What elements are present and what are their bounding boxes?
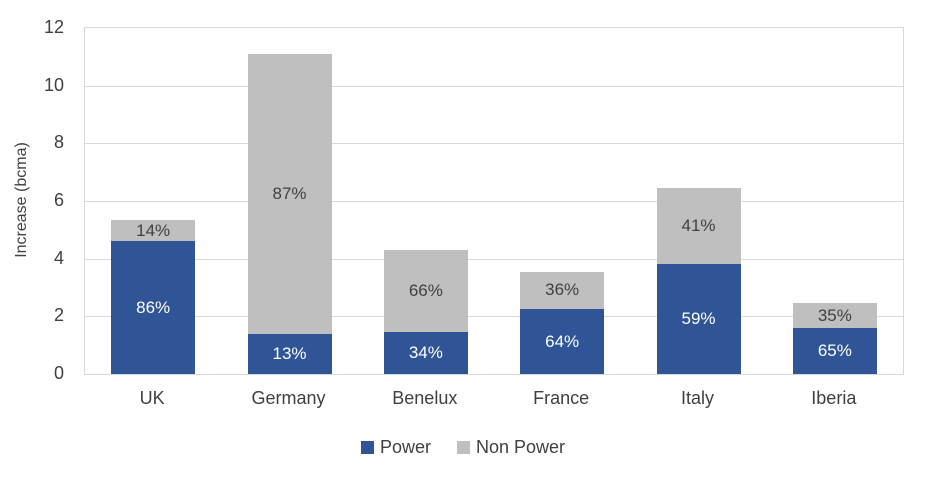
bar-segment-power: 86% [111,241,196,374]
y-tick-label: 2 [53,305,64,326]
bar-segment-non-power: 66% [383,250,468,333]
x-axis-category-label: France [533,388,590,408]
legend-swatch-non-power [456,441,470,454]
gridline [85,85,903,87]
gridline [85,258,903,260]
y-tick-label: 8 [53,132,64,153]
y-tick-label: 6 [53,190,64,210]
bar-segment-non-power: 36% [520,271,605,310]
bar-segment-non-power: 41% [656,188,741,265]
gridline [85,143,903,145]
bar-segment-non-power: 35% [792,303,877,328]
legend-item-non-power: Non Power [456,437,566,458]
x-axis-category-label: UK [139,388,165,408]
legend: Power Non Power [0,437,926,458]
x-axis-category-label: Iberia [811,388,857,408]
y-tick-label: 0 [53,363,64,383]
legend-item-power: Power [360,437,431,458]
gridline [85,201,903,202]
bar-segment-power: 13% [247,333,332,374]
bar-segment-power: 59% [656,264,741,374]
gridline [85,316,903,318]
bar-segment-power: 64% [520,309,605,374]
y-tick-label: 10 [43,74,64,95]
bar-segment-non-power: 87% [247,53,332,334]
bar-segment-non-power: 14% [111,219,196,242]
x-axis-category-label: Germany [251,388,326,408]
bar-segment-power: 65% [792,327,877,374]
y-tick-label: 4 [53,247,64,268]
x-axis-category-label: Benelux [392,388,458,408]
bar-segment-power: 34% [383,332,468,374]
legend-swatch-power [360,441,374,454]
plot-area: 86% 14% 13% 87% 34% 66% 64% 36% 59% 41% 65% 35% [84,27,904,375]
x-axis-category-label: Italy [680,388,714,408]
legend-label-power: Power [379,437,431,457]
y-tick-label: 12 [43,17,64,37]
legend-label-non-power: Non Power [475,437,566,457]
